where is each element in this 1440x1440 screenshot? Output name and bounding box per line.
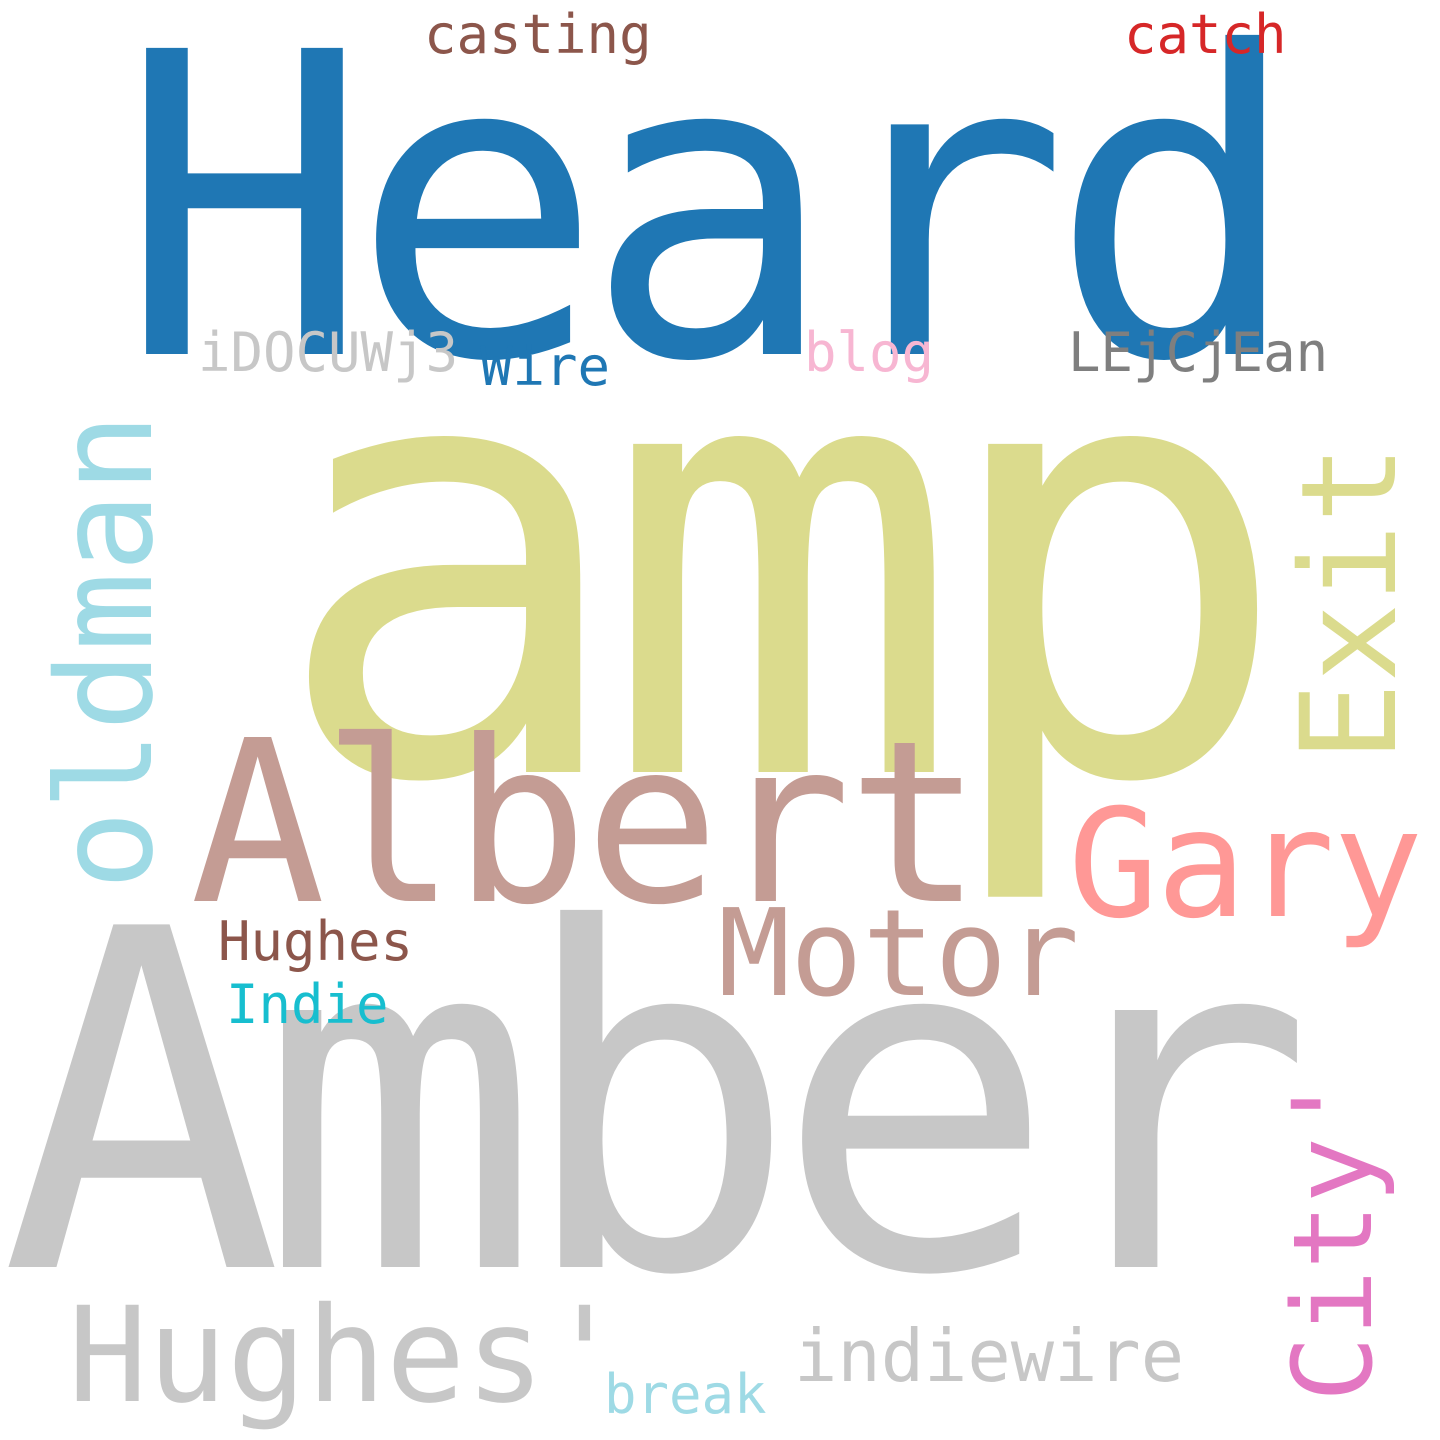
word-break: break — [604, 1363, 767, 1426]
word-casting: casting — [424, 3, 652, 66]
word-city-quote: City' — [1269, 1070, 1397, 1402]
word-exit: Exit — [1273, 444, 1427, 762]
word-heard: Heard — [118, 0, 1302, 454]
word-wire: Wire — [480, 335, 611, 398]
word-blog: blog — [804, 321, 935, 384]
word-catch: catch — [1124, 3, 1287, 66]
word-amp: amp — [270, 215, 1294, 914]
word-hughes-quote: Hughes' — [68, 1279, 625, 1433]
word-amber: Amber — [0, 831, 1315, 1378]
word-albert: Albert — [190, 693, 983, 955]
word-motor: Motor — [718, 885, 1080, 1024]
word-gary: Gary — [1068, 778, 1423, 952]
word-lejcjean: LEjCjEan — [1068, 321, 1329, 384]
word-indiewire: indiewire — [794, 1314, 1185, 1398]
word-hughes: Hughes — [218, 910, 414, 973]
word-idocuwj3: iDOCUWj3 — [198, 321, 459, 384]
word-oldman: oldman — [29, 413, 183, 890]
word-indie: Indie — [226, 973, 389, 1036]
